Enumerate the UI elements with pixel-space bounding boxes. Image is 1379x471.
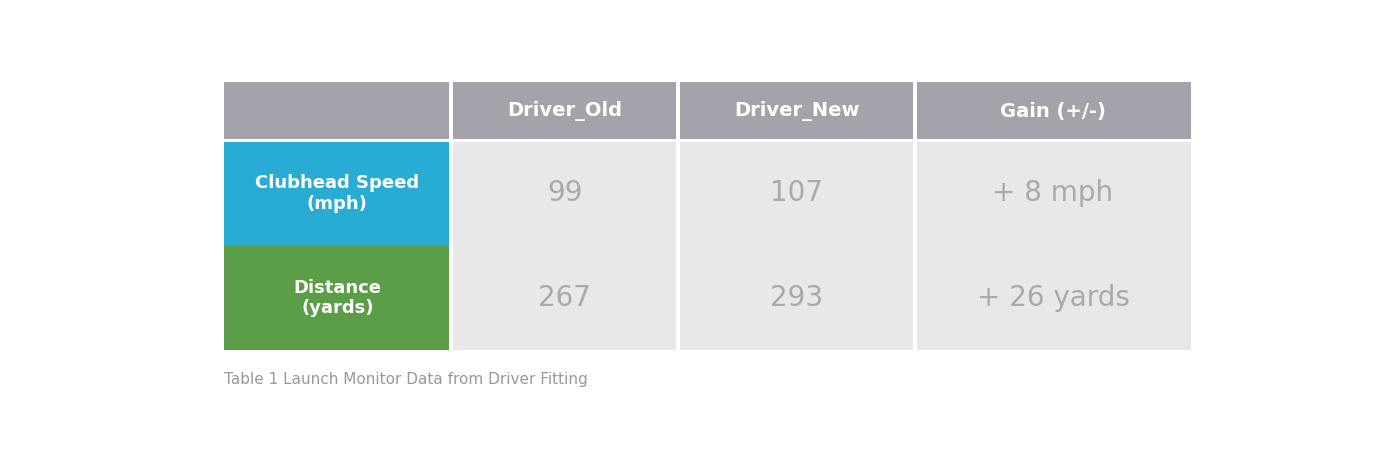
Bar	[913, 141, 917, 245]
Bar	[223, 140, 1191, 142]
Bar	[223, 245, 451, 350]
Bar	[678, 82, 916, 141]
Bar	[448, 245, 454, 350]
Text: + 8 mph: + 8 mph	[993, 179, 1114, 207]
Text: 99: 99	[547, 179, 582, 207]
Bar	[916, 245, 1191, 350]
Bar	[913, 82, 917, 141]
Bar	[676, 141, 680, 245]
Bar	[223, 139, 1191, 142]
Text: 107: 107	[771, 179, 823, 207]
Text: + 26 yards: + 26 yards	[976, 284, 1129, 312]
Bar	[916, 141, 1191, 245]
Text: Distance
(yards): Distance (yards)	[294, 278, 382, 317]
Bar	[451, 141, 678, 245]
Text: 293: 293	[771, 284, 823, 312]
Bar	[451, 82, 678, 141]
Text: Table 1 Launch Monitor Data from Driver Fitting: Table 1 Launch Monitor Data from Driver …	[223, 372, 587, 387]
Bar	[451, 245, 678, 350]
Bar	[223, 82, 451, 141]
Bar	[678, 245, 916, 350]
Text: Gain (+/-): Gain (+/-)	[1000, 102, 1106, 121]
Text: Driver_Old: Driver_Old	[507, 101, 622, 122]
Bar	[678, 141, 916, 245]
Text: Driver_New: Driver_New	[734, 101, 859, 122]
Bar	[913, 245, 917, 350]
Text: 267: 267	[538, 284, 592, 312]
Bar	[223, 141, 451, 245]
Text: Clubhead Speed
(mph): Clubhead Speed (mph)	[255, 174, 419, 213]
Bar	[223, 82, 1191, 350]
Bar	[448, 141, 454, 245]
Bar	[676, 82, 680, 141]
Bar	[916, 82, 1191, 141]
Bar	[448, 82, 454, 141]
Bar	[676, 245, 680, 350]
